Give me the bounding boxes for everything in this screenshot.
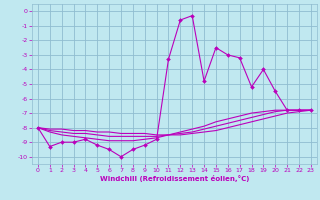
- X-axis label: Windchill (Refroidissement éolien,°C): Windchill (Refroidissement éolien,°C): [100, 175, 249, 182]
